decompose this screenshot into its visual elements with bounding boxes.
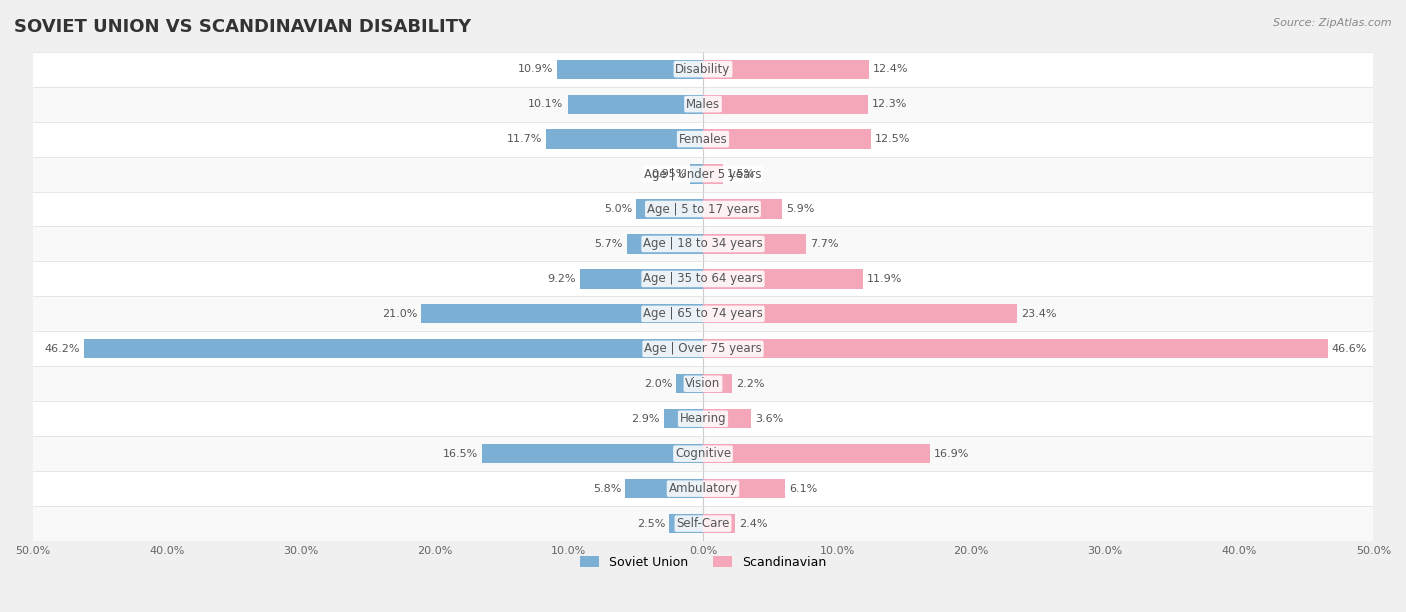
Text: 5.0%: 5.0% — [603, 204, 631, 214]
Text: 5.9%: 5.9% — [786, 204, 814, 214]
Text: Age | 18 to 34 years: Age | 18 to 34 years — [643, 237, 763, 250]
Bar — [703, 304, 1017, 324]
Bar — [676, 374, 703, 394]
Text: 9.2%: 9.2% — [547, 274, 575, 284]
Text: Age | 35 to 64 years: Age | 35 to 64 years — [643, 272, 763, 285]
Text: 2.0%: 2.0% — [644, 379, 672, 389]
Text: 3.6%: 3.6% — [755, 414, 783, 424]
Bar — [32, 401, 1374, 436]
Text: Hearing: Hearing — [679, 412, 727, 425]
Text: 2.5%: 2.5% — [637, 518, 665, 529]
Bar — [32, 157, 1374, 192]
Text: 0.95%: 0.95% — [651, 169, 686, 179]
Bar — [703, 165, 723, 184]
Text: 12.5%: 12.5% — [875, 134, 910, 144]
Bar — [703, 130, 870, 149]
Text: Vision: Vision — [685, 377, 721, 390]
Bar — [703, 94, 868, 114]
Bar — [703, 339, 1327, 359]
Bar — [32, 331, 1374, 367]
Bar — [626, 479, 703, 498]
Bar — [546, 130, 703, 149]
Text: 23.4%: 23.4% — [1021, 309, 1056, 319]
Text: 21.0%: 21.0% — [382, 309, 418, 319]
Text: 46.6%: 46.6% — [1331, 344, 1367, 354]
Bar — [627, 234, 703, 253]
Text: 11.9%: 11.9% — [866, 274, 901, 284]
Bar — [32, 52, 1374, 87]
Text: 12.3%: 12.3% — [872, 99, 907, 109]
Text: 11.7%: 11.7% — [506, 134, 543, 144]
Bar — [636, 200, 703, 218]
Bar — [83, 339, 703, 359]
Text: 16.5%: 16.5% — [443, 449, 478, 458]
Legend: Soviet Union, Scandinavian: Soviet Union, Scandinavian — [575, 551, 831, 574]
Bar — [703, 59, 869, 79]
Text: Age | Under 5 years: Age | Under 5 years — [644, 168, 762, 181]
Bar — [32, 436, 1374, 471]
Text: 7.7%: 7.7% — [810, 239, 839, 249]
Text: 5.8%: 5.8% — [593, 483, 621, 494]
Text: 12.4%: 12.4% — [873, 64, 908, 74]
Text: Source: ZipAtlas.com: Source: ZipAtlas.com — [1274, 18, 1392, 28]
Text: SOVIET UNION VS SCANDINAVIAN DISABILITY: SOVIET UNION VS SCANDINAVIAN DISABILITY — [14, 18, 471, 36]
Text: 1.5%: 1.5% — [727, 169, 755, 179]
Bar — [664, 409, 703, 428]
Bar — [690, 165, 703, 184]
Bar — [568, 94, 703, 114]
Text: Cognitive: Cognitive — [675, 447, 731, 460]
Bar — [32, 87, 1374, 122]
Text: Males: Males — [686, 98, 720, 111]
Bar — [669, 514, 703, 533]
Bar — [32, 296, 1374, 331]
Text: Self-Care: Self-Care — [676, 517, 730, 530]
Bar — [482, 444, 703, 463]
Bar — [703, 269, 862, 288]
Bar — [703, 479, 785, 498]
Text: 2.2%: 2.2% — [737, 379, 765, 389]
Bar — [422, 304, 703, 324]
Bar — [32, 367, 1374, 401]
Text: Ambulatory: Ambulatory — [668, 482, 738, 495]
Text: 10.1%: 10.1% — [529, 99, 564, 109]
Text: Age | 65 to 74 years: Age | 65 to 74 years — [643, 307, 763, 320]
Bar — [32, 226, 1374, 261]
Text: Age | Over 75 years: Age | Over 75 years — [644, 342, 762, 356]
Bar — [703, 409, 751, 428]
Bar — [32, 192, 1374, 226]
Bar — [32, 122, 1374, 157]
Text: Females: Females — [679, 133, 727, 146]
Bar — [579, 269, 703, 288]
Bar — [32, 471, 1374, 506]
Bar — [703, 234, 806, 253]
Bar — [32, 261, 1374, 296]
Text: 6.1%: 6.1% — [789, 483, 817, 494]
Text: 10.9%: 10.9% — [517, 64, 553, 74]
Text: Disability: Disability — [675, 62, 731, 76]
Bar — [703, 514, 735, 533]
Bar — [703, 200, 782, 218]
Text: 16.9%: 16.9% — [934, 449, 969, 458]
Bar — [32, 506, 1374, 541]
Bar — [557, 59, 703, 79]
Text: 46.2%: 46.2% — [44, 344, 80, 354]
Text: 2.9%: 2.9% — [631, 414, 659, 424]
Text: Age | 5 to 17 years: Age | 5 to 17 years — [647, 203, 759, 215]
Bar — [703, 374, 733, 394]
Bar — [703, 444, 929, 463]
Text: 5.7%: 5.7% — [595, 239, 623, 249]
Text: 2.4%: 2.4% — [740, 518, 768, 529]
